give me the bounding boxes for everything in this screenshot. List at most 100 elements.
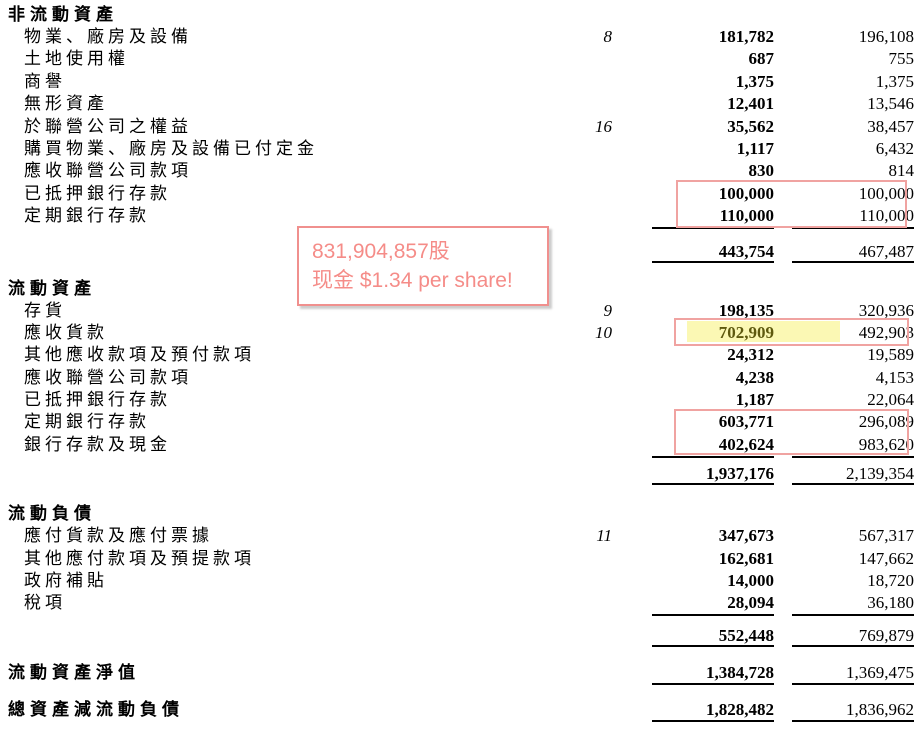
value-prior-year-cell: 19,589 — [774, 344, 914, 366]
row-label: 流動負債 — [8, 504, 96, 524]
value-current-year: 687 — [748, 49, 775, 69]
value-current-year-cell: 1,937,176 — [612, 464, 774, 486]
value-prior-year-cell: 1,369,475 — [774, 663, 914, 685]
value-current-year-cell: 35,562 — [612, 116, 774, 138]
value-current-year: 1,937,176 — [652, 464, 774, 486]
note-reference: 16 — [595, 116, 612, 136]
row-label: 於聯營公司之權益 — [24, 116, 192, 136]
value-prior-year: 755 — [888, 49, 914, 69]
value-prior-year: 18,720 — [867, 571, 914, 591]
row-label: 已抵押銀行存款 — [24, 183, 171, 203]
value-prior-year-cell: 1,836,962 — [774, 700, 914, 722]
value-current-year-cell: 1,375 — [612, 71, 774, 93]
row-label: 其他應收款項及預付款項 — [24, 345, 255, 365]
value-prior-year-cell: 296,089 — [774, 411, 914, 433]
row-subtotal: 443,754 467,487 — [0, 242, 914, 263]
row-item: 應收貨款 10 702,909 492,903 — [0, 322, 914, 344]
row-label: 土地使用權 — [24, 49, 129, 69]
value-current-year-cell: 162,681 — [612, 548, 774, 570]
value-prior-year: 467,487 — [792, 242, 914, 263]
value-current-year: 14,000 — [727, 571, 774, 591]
value-current-year: 100,000 — [718, 183, 774, 203]
row-totalrow: 流動資產淨值 1,384,728 1,369,475 — [0, 663, 914, 685]
spacer — [0, 615, 914, 626]
value-current-year-cell: 552,448 — [612, 626, 774, 647]
note-reference: 9 — [603, 300, 613, 320]
value-current-year: 603,771 — [718, 412, 774, 432]
value-current-year: 28,094 — [652, 592, 774, 617]
value-current-year-cell: 702,909 — [612, 322, 774, 344]
value-current-year: 1,828,482 — [652, 700, 774, 722]
value-current-year-cell: 110,000 — [612, 205, 774, 230]
value-current-year: 552,448 — [652, 626, 774, 647]
value-current-year: 1,384,728 — [652, 663, 774, 685]
row-label: 其他應付款項及預提款項 — [24, 548, 255, 568]
value-current-year: 1,117 — [736, 138, 774, 158]
value-current-year-cell: 198,135 — [612, 300, 774, 322]
value-prior-year-cell: 983,620 — [774, 434, 914, 458]
value-prior-year-cell: 4,153 — [774, 367, 914, 389]
value-prior-year: 1,369,475 — [792, 663, 914, 685]
row-totalrow: 總資產減流動負債 1,828,482 1,836,962 — [0, 700, 914, 722]
value-prior-year-cell: 755 — [774, 48, 914, 70]
value-prior-year-cell: 22,064 — [774, 389, 914, 411]
value-current-year: 443,754 — [652, 242, 774, 263]
value-current-year-cell: 12,401 — [612, 93, 774, 115]
row-label: 總資產減流動負債 — [8, 699, 184, 719]
row-label: 流動資產淨值 — [8, 662, 140, 682]
row-label: 稅項 — [24, 593, 66, 613]
value-prior-year-cell: 492,903 — [774, 322, 914, 344]
value-prior-year: 38,457 — [867, 116, 914, 136]
value-current-year-cell: 14,000 — [612, 570, 774, 592]
value-prior-year-cell: 100,000 — [774, 183, 914, 205]
annotation-line2: 现金 $1.34 per share! — [312, 269, 513, 292]
value-prior-year: 13,546 — [867, 94, 914, 114]
value-prior-year-cell: 6,432 — [774, 138, 914, 160]
value-current-year-cell: 24,312 — [612, 344, 774, 366]
value-current-year-cell: 181,782 — [612, 26, 774, 48]
value-prior-year: 36,180 — [792, 592, 914, 617]
row-label: 購買物業、廠房及設備已付定金 — [24, 138, 318, 158]
value-current-year-cell: 603,771 — [612, 411, 774, 433]
value-current-year: 12,401 — [727, 94, 774, 114]
row-item: 稅項 28,094 36,180 — [0, 592, 914, 617]
row-item: 應付貨款及應付票據 11 347,673 567,317 — [0, 525, 914, 547]
value-prior-year: 196,108 — [858, 27, 914, 46]
value-prior-year: 19,589 — [867, 345, 914, 365]
value-current-year: 830 — [748, 161, 775, 181]
value-current-year: 402,624 — [652, 434, 774, 458]
value-prior-year: 320,936 — [858, 300, 914, 320]
spacer — [0, 485, 914, 503]
note-reference: 10 — [595, 322, 612, 342]
value-prior-year: 983,620 — [792, 434, 914, 458]
row-item: 已抵押銀行存款 1,187 22,064 — [0, 389, 914, 411]
value-prior-year-cell: 320,936 — [774, 300, 914, 322]
spacer — [0, 647, 914, 663]
value-prior-year-cell: 18,720 — [774, 570, 914, 592]
row-item: 商譽 1,375 1,375 — [0, 71, 914, 93]
value-prior-year: 2,139,354 — [792, 464, 914, 486]
row-item: 定期銀行存款 603,771 296,089 — [0, 411, 914, 433]
value-prior-year-cell: 13,546 — [774, 93, 914, 115]
row-label: 銀行存款及現金 — [24, 434, 171, 454]
value-prior-year-cell: 769,879 — [774, 626, 914, 647]
value-current-year-cell: 402,624 — [612, 434, 774, 458]
row-label: 流動資產 — [8, 278, 96, 298]
row-item: 應收聯營公司款項 4,238 4,153 — [0, 367, 914, 389]
row-item: 其他應收款項及預付款項 24,312 19,589 — [0, 344, 914, 366]
value-prior-year-cell: 110,000 — [774, 205, 914, 230]
value-prior-year-cell: 567,317 — [774, 525, 914, 547]
row-item: 政府補貼 14,000 18,720 — [0, 570, 914, 592]
value-current-year: 24,312 — [727, 345, 774, 365]
value-prior-year: 567,317 — [858, 526, 914, 546]
value-current-year: 162,681 — [718, 548, 774, 568]
row-item: 存貨 9 198,135 320,936 — [0, 300, 914, 322]
value-prior-year: 492,903 — [858, 322, 914, 342]
value-current-year: 181,782 — [718, 27, 774, 46]
row-label: 應收聯營公司款項 — [24, 161, 192, 181]
row-label: 無形資產 — [24, 94, 108, 114]
value-current-year: 702,909 — [718, 322, 774, 342]
row-item: 無形資產 12,401 13,546 — [0, 93, 914, 115]
value-prior-year-cell: 196,108 — [774, 26, 914, 48]
